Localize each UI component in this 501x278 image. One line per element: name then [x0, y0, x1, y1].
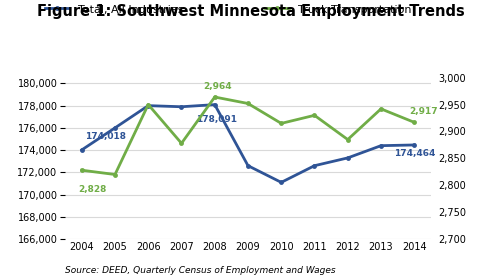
Text: 2,917: 2,917 [409, 107, 438, 116]
Total, All Industries [378, 144, 384, 147]
Text: 2,828: 2,828 [79, 185, 107, 194]
Text: 174,464: 174,464 [394, 149, 436, 158]
Truck Transportation [378, 107, 384, 111]
Total, All Industries [79, 148, 85, 152]
Total, All Industries [312, 164, 318, 167]
Truck Transportation [178, 142, 184, 145]
Legend: Truck Transportation: Truck Transportation [261, 0, 416, 19]
Text: Source: DEED, Quarterly Census of Employment and Wages: Source: DEED, Quarterly Census of Employ… [65, 266, 336, 275]
Total, All Industries [178, 105, 184, 108]
Text: 178,091: 178,091 [196, 115, 237, 123]
Truck Transportation [345, 138, 351, 141]
Truck Transportation [145, 103, 151, 106]
Truck Transportation [245, 102, 251, 105]
Legend: Total, All Industries: Total, All Industries [40, 0, 188, 19]
Text: Figure 1: Southwest Minnesota Employment Trends: Figure 1: Southwest Minnesota Employment… [37, 4, 464, 19]
Total, All Industries [411, 143, 417, 147]
Total, All Industries [345, 156, 351, 160]
Line: Total, All Industries: Total, All Industries [79, 102, 417, 185]
Total, All Industries [245, 164, 251, 167]
Total, All Industries [112, 126, 118, 130]
Text: 174,018: 174,018 [85, 132, 126, 141]
Truck Transportation [278, 122, 284, 125]
Truck Transportation [312, 114, 318, 117]
Total, All Industries [278, 181, 284, 184]
Truck Transportation [212, 95, 218, 99]
Line: Truck Transportation: Truck Transportation [79, 95, 417, 177]
Total, All Industries [212, 103, 218, 106]
Truck Transportation [112, 173, 118, 176]
Text: 2,964: 2,964 [203, 82, 232, 91]
Total, All Industries [145, 104, 151, 107]
Truck Transportation [411, 121, 417, 124]
Truck Transportation [79, 168, 85, 172]
